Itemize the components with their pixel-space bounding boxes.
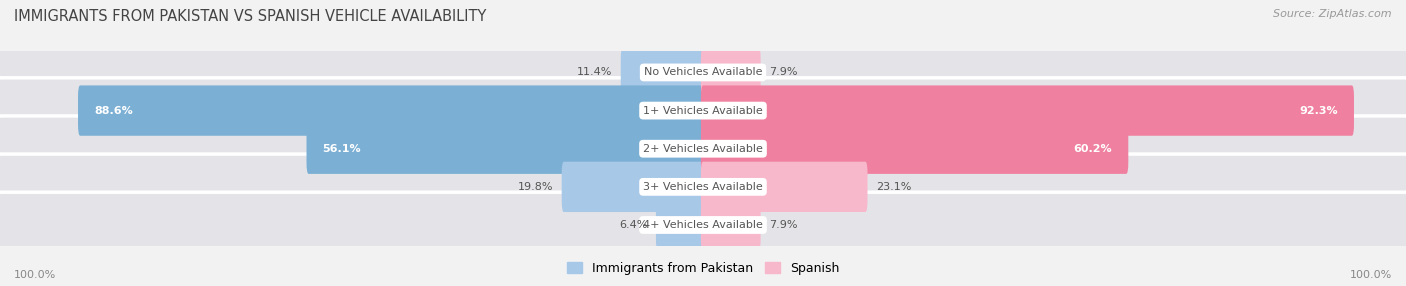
Text: 19.8%: 19.8%	[517, 182, 554, 192]
Text: 92.3%: 92.3%	[1299, 106, 1339, 116]
Text: IMMIGRANTS FROM PAKISTAN VS SPANISH VEHICLE AVAILABILITY: IMMIGRANTS FROM PAKISTAN VS SPANISH VEHI…	[14, 9, 486, 23]
Text: 7.9%: 7.9%	[769, 67, 797, 78]
FancyBboxPatch shape	[700, 86, 1354, 136]
Text: 4+ Vehicles Available: 4+ Vehicles Available	[643, 220, 763, 230]
FancyBboxPatch shape	[0, 154, 1406, 220]
FancyBboxPatch shape	[0, 116, 1406, 182]
Text: No Vehicles Available: No Vehicles Available	[644, 67, 762, 78]
Text: 7.9%: 7.9%	[769, 220, 797, 230]
FancyBboxPatch shape	[700, 162, 868, 212]
Text: 23.1%: 23.1%	[876, 182, 911, 192]
Text: 11.4%: 11.4%	[576, 67, 613, 78]
Text: 56.1%: 56.1%	[322, 144, 361, 154]
Text: Source: ZipAtlas.com: Source: ZipAtlas.com	[1274, 9, 1392, 19]
FancyBboxPatch shape	[621, 47, 706, 98]
FancyBboxPatch shape	[307, 124, 706, 174]
Text: 3+ Vehicles Available: 3+ Vehicles Available	[643, 182, 763, 192]
FancyBboxPatch shape	[700, 47, 761, 98]
Legend: Immigrants from Pakistan, Spanish: Immigrants from Pakistan, Spanish	[561, 257, 845, 280]
FancyBboxPatch shape	[655, 200, 706, 250]
FancyBboxPatch shape	[79, 86, 704, 136]
Text: 88.6%: 88.6%	[94, 106, 134, 116]
FancyBboxPatch shape	[700, 200, 761, 250]
Text: 100.0%: 100.0%	[1350, 270, 1392, 280]
FancyBboxPatch shape	[700, 124, 1129, 174]
Text: 100.0%: 100.0%	[14, 270, 56, 280]
Text: 2+ Vehicles Available: 2+ Vehicles Available	[643, 144, 763, 154]
FancyBboxPatch shape	[0, 78, 1406, 143]
Text: 6.4%: 6.4%	[619, 220, 647, 230]
FancyBboxPatch shape	[562, 162, 706, 212]
FancyBboxPatch shape	[0, 192, 1406, 258]
Text: 1+ Vehicles Available: 1+ Vehicles Available	[643, 106, 763, 116]
FancyBboxPatch shape	[0, 40, 1406, 105]
Text: 60.2%: 60.2%	[1074, 144, 1112, 154]
